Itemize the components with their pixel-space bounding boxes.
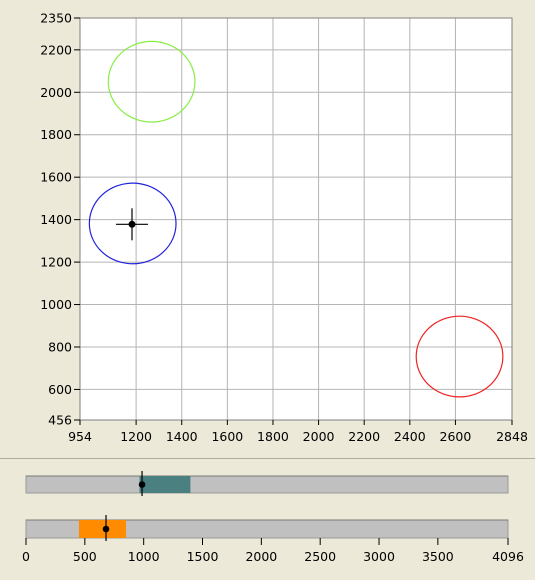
slider-tick-label: 500: [73, 549, 97, 564]
x-tick-label: 2400: [394, 429, 426, 444]
tolerance-circle: [88, 182, 177, 265]
tolerance-circle: [415, 315, 504, 398]
xy-plot: 954 1200 1400 1600 1800 2000 2200 2400 2600 2848 2…: [40, 11, 528, 445]
y-tick-label: 1000: [40, 297, 72, 312]
y-tick-label: 1400: [40, 212, 72, 227]
x-range-slider[interactable]: [0, 460, 535, 504]
slider-tick-label: 3500: [422, 549, 454, 564]
y-tick-label: 2200: [40, 42, 72, 57]
y-tick-label: 1800: [40, 127, 72, 142]
plot-frame: [79, 17, 513, 421]
measurement-point: [128, 220, 136, 228]
slider-range-fill[interactable]: [139, 476, 191, 493]
slider-tick-label: 0: [22, 549, 30, 564]
x-tick-label: 1600: [211, 429, 243, 444]
y-tick-label: 2000: [40, 85, 72, 100]
slider-tick-label: 4096: [492, 549, 524, 564]
y-tick-label: 1600: [40, 170, 72, 185]
y-tick-label: 600: [48, 382, 72, 397]
tolerance-circle: [107, 40, 196, 123]
x-tick-label: 954: [68, 429, 92, 444]
slider-track[interactable]: [25, 475, 509, 494]
y-tick-label: 2350: [40, 11, 72, 26]
slider-tick-label: 3000: [363, 549, 395, 564]
y-tick-label: 1200: [40, 255, 72, 270]
x-tick-label: 2600: [440, 429, 472, 444]
slider-value-dot[interactable]: [138, 481, 146, 488]
slider-tick-label: 2500: [304, 549, 336, 564]
x-tick-label: 1400: [166, 429, 198, 444]
x-tick-label: 1800: [257, 429, 289, 444]
plot-area[interactable]: [80, 18, 512, 420]
y-tick-label: 456: [48, 413, 72, 428]
x-tick-label: 2000: [303, 429, 335, 444]
x-tick-label: 1200: [120, 429, 152, 444]
intensity-range-slider[interactable]: 0 500 1000 1500 2000 2500 3000 3500 4096: [0, 508, 535, 580]
x-tick-label: 2200: [348, 429, 380, 444]
slider-tick-label: 1500: [187, 549, 219, 564]
y-tick-label: 800: [48, 339, 72, 354]
slider-tick-label: 2000: [245, 549, 277, 564]
x-tick-label: 2848: [496, 429, 528, 444]
slider-tick-label: 1000: [128, 549, 160, 564]
slider-range-fill[interactable]: [78, 520, 127, 538]
slider-value-dot[interactable]: [102, 525, 110, 533]
